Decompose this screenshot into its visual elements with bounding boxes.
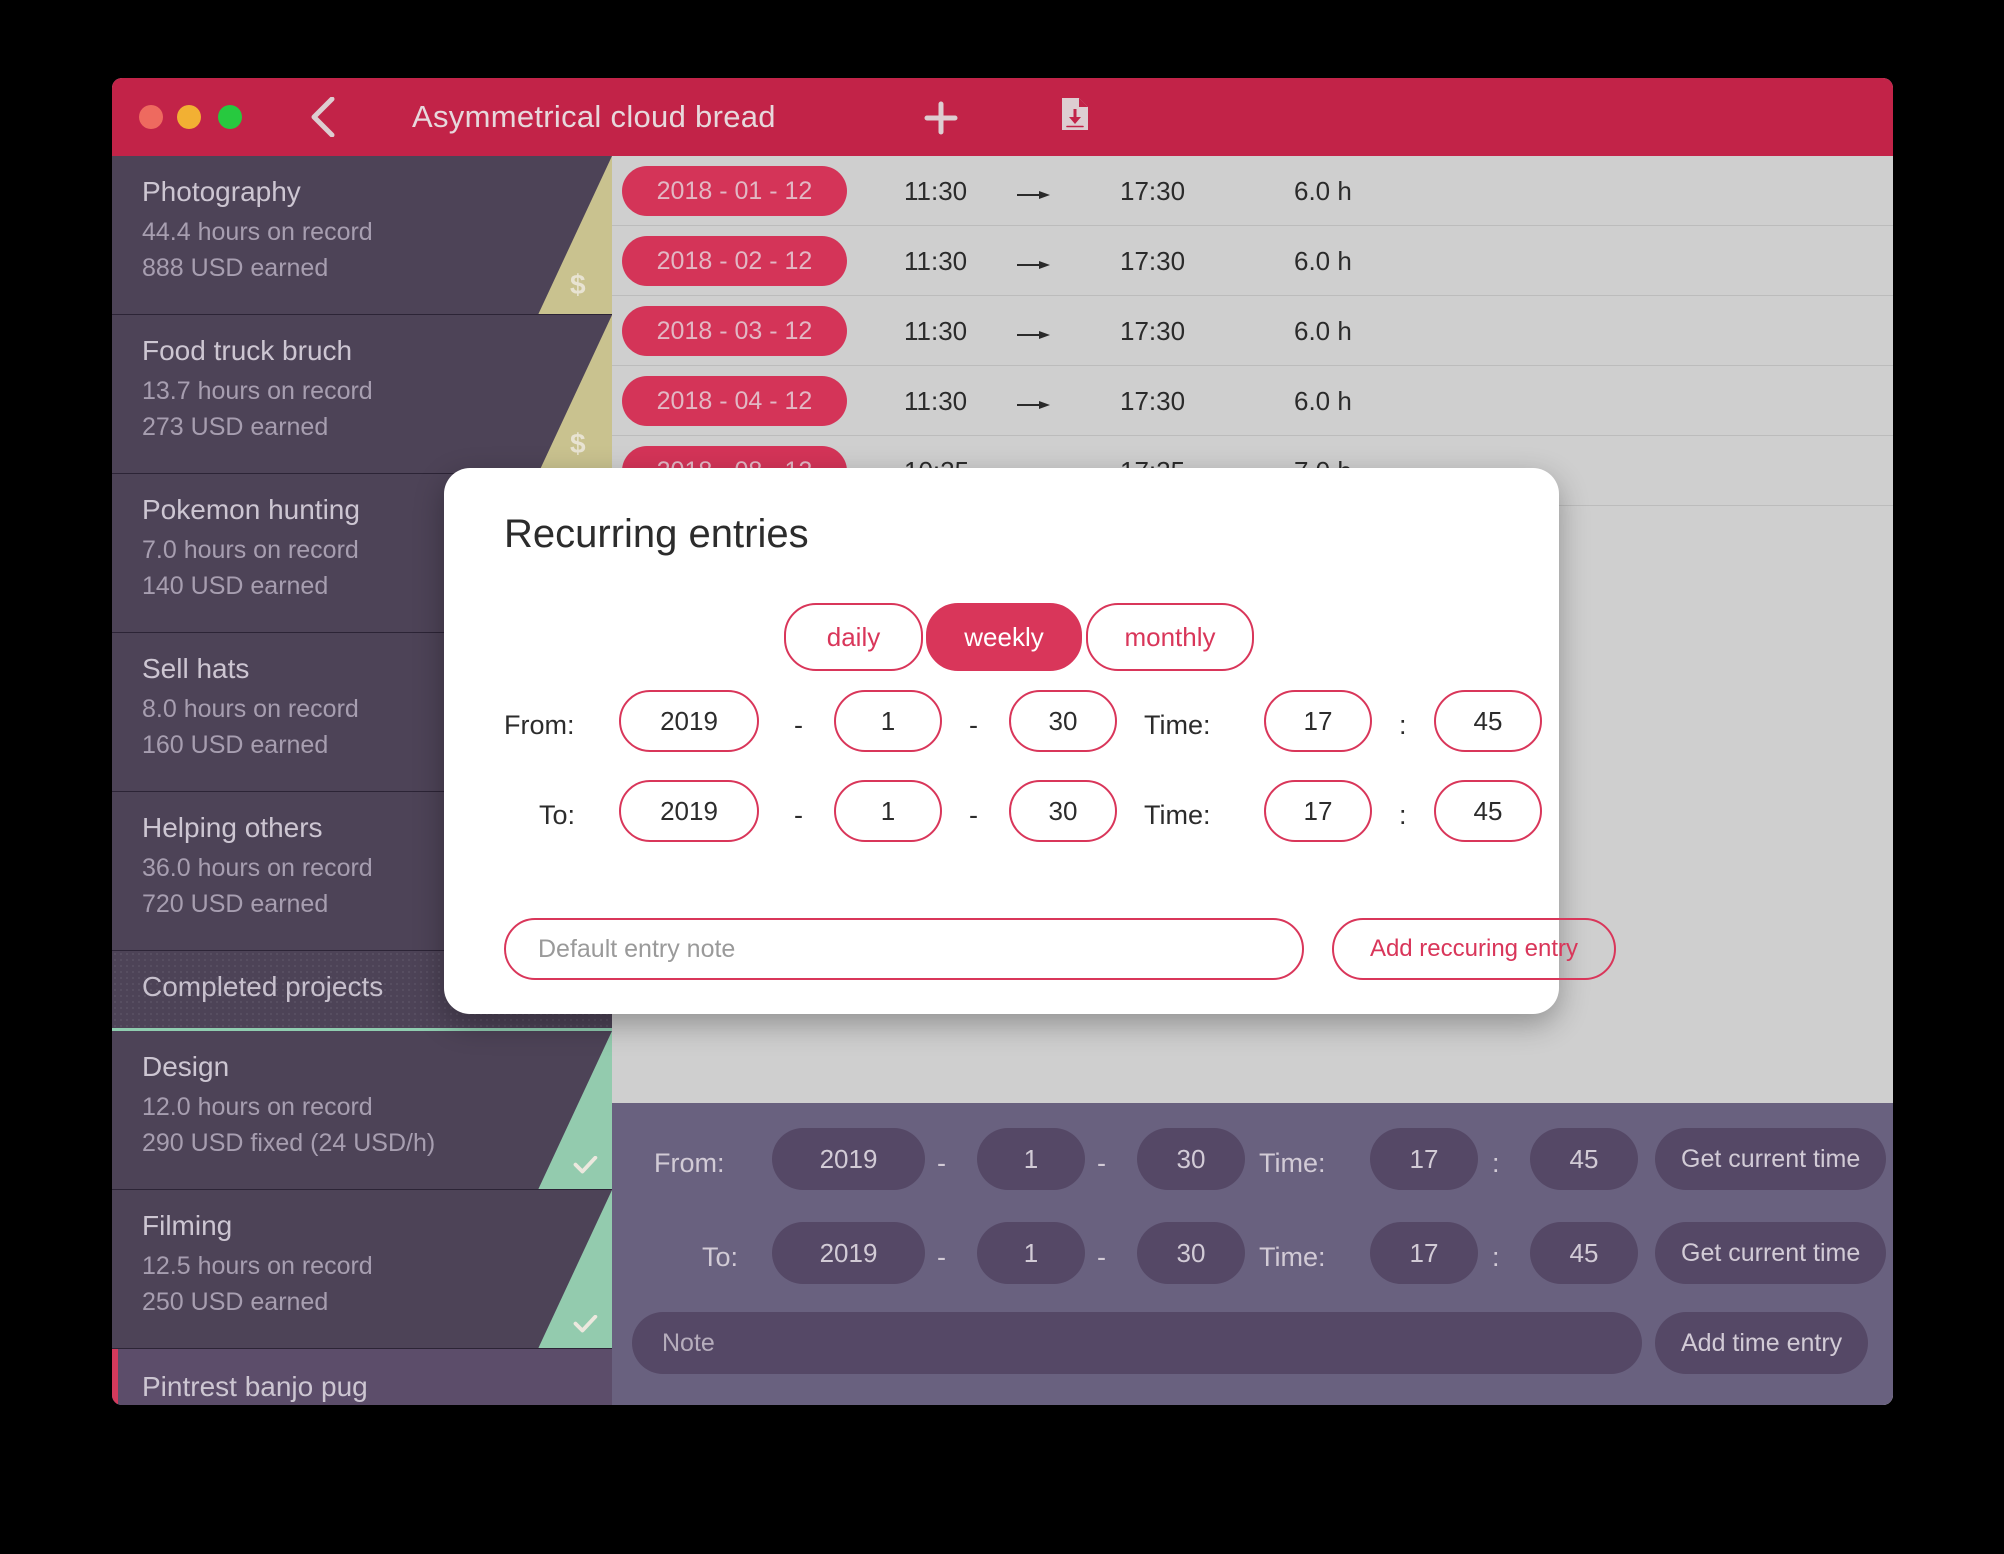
svg-text:$: $ — [570, 269, 586, 300]
svg-text:$: $ — [570, 428, 586, 459]
